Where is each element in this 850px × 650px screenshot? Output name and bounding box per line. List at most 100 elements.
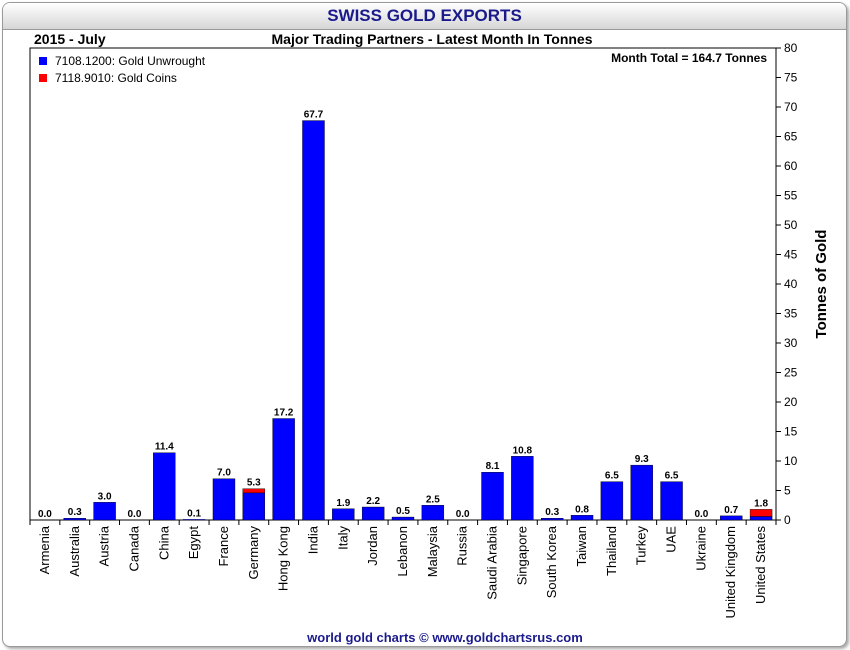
x-tick-label: United Kingdom [723,526,738,619]
x-tick-label: South Korea [544,525,559,598]
bar-unwrought [212,478,236,521]
bar-unwrought [511,456,534,521]
data-label: 0.0 [456,509,470,520]
bar-unwrought [570,515,594,521]
bar-coins [749,509,773,517]
y-axis-ticks: 0 5 10 15 20 25 30 35 40 45 50 55 60 65 70 75 80 [776,41,798,527]
data-label: 1.9 [336,498,350,509]
data-label: 0.0 [694,509,708,520]
bar-unwrought [63,518,86,521]
y-tick-label: 35 [784,307,798,321]
y-tick-label: 60 [784,159,798,173]
data-label: 2.5 [426,494,440,505]
x-tick-label: Jordan [365,526,380,566]
data-label: 17.2 [274,408,294,419]
x-tick-label: Austria [97,525,112,566]
bar-unwrought [242,492,266,521]
x-tick-label: Malaysia [425,525,440,577]
y-tick-label: 50 [784,218,798,232]
x-tick-label: Hong Kong [276,526,291,591]
title-bar: SWISS GOLD EXPORTS [3,3,846,30]
bar-unwrought [749,516,773,521]
data-label: 0.7 [724,505,738,516]
chart-title: SWISS GOLD EXPORTS [327,6,522,25]
plot-area-border [29,47,777,521]
month-total-annotation: Month Total = 164.7 Tonnes [611,51,767,65]
data-label: 10.8 [513,445,533,456]
bar-unwrought [541,518,564,521]
x-tick-label: Canada [126,525,141,571]
y-tick-label: 70 [784,100,798,114]
x-tick-label: India [305,525,320,554]
period-label: 2015 - July [34,31,106,47]
footer-credit: world gold charts © www.goldchartsrus.co… [306,630,583,645]
x-tick-label: Italy [335,526,350,550]
data-label: 0.1 [187,508,201,519]
data-label: 11.4 [155,442,174,453]
y-tick-label: 45 [784,248,798,262]
bar-unwrought [93,502,116,521]
data-label: 0.0 [127,509,141,520]
x-tick-label: Taiwan [574,526,589,566]
bar-unwrought [600,481,624,521]
bar-unwrought [182,519,206,521]
data-label: 2.2 [366,496,380,507]
y-tick-label: 75 [784,71,798,85]
data-label: 0.8 [575,504,589,515]
bar-unwrought [272,418,295,521]
x-tick-label: Germany [246,526,261,580]
legend-swatch-coins [39,74,47,82]
legend-label-coins: 7118.9010: Gold Coins [55,71,177,85]
data-label: 1.8 [754,498,768,509]
y-tick-label: 10 [784,454,798,468]
y-tick-label: 55 [784,189,798,203]
data-label: 0.5 [396,506,410,517]
x-tick-label: France [216,526,231,566]
x-tick-label: Ukraine [693,526,708,571]
bar-unwrought [391,516,415,521]
data-label: 6.5 [665,471,679,482]
y-tick-label: 30 [784,336,798,350]
data-label: 6.5 [605,471,619,482]
y-tick-label: 40 [784,277,798,291]
x-tick-label: Armenia [37,525,52,574]
bar-unwrought [481,472,504,521]
y-tick-label: 80 [784,41,798,55]
data-label: 9.3 [635,454,649,465]
legend: 7108.1200: Gold Unwrought 7118.9010: Gol… [39,54,206,85]
bar-unwrought [630,464,653,521]
bar-unwrought [302,120,325,521]
x-tick-label: Singapore [514,526,529,585]
y-axis-title: Tonnes of Gold [813,230,830,339]
bar-unwrought [332,508,355,521]
bar-coins [242,488,266,494]
x-tick-label: Saudi Arabia [485,525,500,599]
x-tick-label: Egypt [186,526,201,560]
y-tick-label: 20 [784,395,798,409]
data-label: 0.3 [68,507,82,518]
legend-label-unwrought: 7108.1200: Gold Unwrought [55,54,206,68]
bar-unwrought [720,515,743,521]
data-label: 8.1 [486,461,500,472]
bar-unwrought [660,481,683,521]
data-label: 67.7 [304,110,324,121]
bars-group [63,120,773,521]
data-labels-group: 0.0 0.3 3.0 0.0 11.4 0.1 7.0 5.3 17.2 67.7 1.9 2.2 0… [38,110,768,520]
data-label: 7.0 [217,468,231,479]
x-tick-label: United States [753,526,768,605]
x-tick-label: China [156,525,171,560]
bar-unwrought [153,452,176,521]
y-tick-label: 5 [784,484,791,498]
bar-unwrought [421,505,445,521]
data-label: 0.0 [38,509,52,520]
y-tick-label: 15 [784,425,798,439]
data-label: 5.3 [247,478,261,489]
x-tick-label: UAE [664,526,679,553]
bar-unwrought [361,506,385,521]
x-axis-ticks: Armenia Australia Austria Canada China Egypt F… [29,520,777,619]
legend-swatch-unwrought [39,57,47,65]
data-label: 0.3 [545,507,559,518]
x-tick-label: Lebanon [395,526,410,577]
